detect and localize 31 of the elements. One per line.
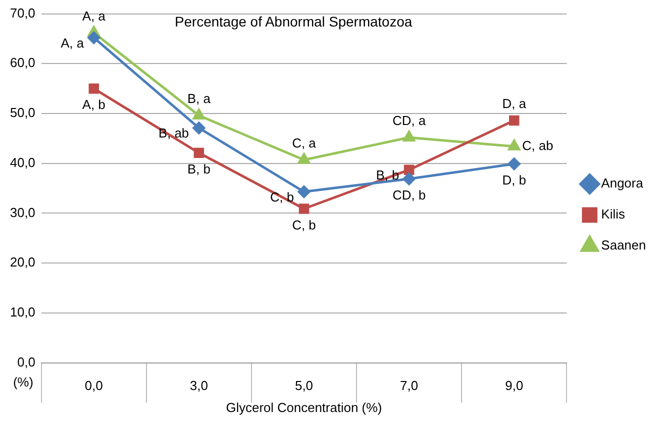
y-tick-label: 70,0 [10,5,36,20]
legend-label: Angora [601,176,644,191]
annotation: CD, b [392,187,426,202]
annotation: B, b [187,161,210,176]
annotation: D, b [502,172,526,188]
annotation: A, a [82,8,106,24]
y-tick-label: 60,0 [10,55,36,70]
y-tick-label: 30,0 [10,204,36,220]
annotation: CD, a [392,113,426,128]
y-tick-label: 0,0 [17,354,36,370]
annotation: C, b [292,217,316,232]
x-tick-label: 3,0 [190,378,208,394]
y-tick-label: 10,0 [10,304,36,320]
y-tick-label: 20,0 [10,254,36,270]
x-tick-label: 5,0 [294,378,314,394]
y-tick-label: 40,0 [10,154,36,170]
annotation: C, a [292,135,317,150]
annotation: A, a [60,35,85,50]
annotation: A, b [82,97,106,112]
y-axis-title: (%) [13,374,34,390]
legend-label: Kilis [601,206,626,222]
annotation: B, a [187,91,212,106]
annotation: C, ab [522,138,554,153]
x-axis-title: Glycerol Concentration (%) [226,400,382,415]
legend-label: Saanen [601,238,646,253]
y-tick-label: 50,0 [10,105,36,120]
x-tick-label: 9,0 [505,378,524,394]
annotation: D, a [502,96,527,112]
x-tick-label: 7,0 [400,378,418,394]
x-tick-label: 0,0 [84,378,103,394]
chart-title: Percentage of Abnormal Spermatozoa [174,14,412,30]
